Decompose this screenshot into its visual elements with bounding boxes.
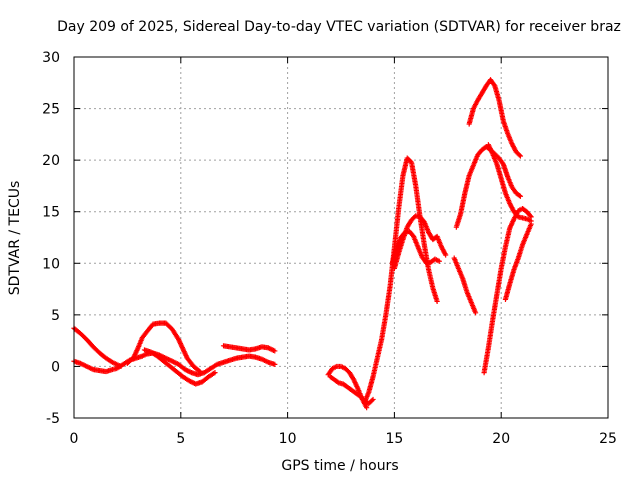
series-arc-c	[124, 320, 203, 375]
data-point	[335, 379, 341, 385]
data-point	[370, 396, 376, 403]
data-point	[517, 193, 524, 199]
y-tick-label: -5	[46, 411, 60, 427]
y-tick-label: 25	[42, 102, 60, 118]
data-point	[434, 298, 440, 305]
series-arc-o	[485, 142, 534, 224]
y-axis-label: SDTVAR / TECUs	[7, 181, 23, 296]
data-point	[516, 192, 522, 199]
data-point	[196, 368, 202, 374]
series-arc-e	[220, 343, 278, 354]
series-arc-p	[502, 221, 534, 302]
x-tick-label: 0	[70, 431, 79, 447]
y-tick-label: 20	[42, 153, 60, 169]
series-arc-j	[391, 213, 449, 272]
x-tick-label: 10	[279, 431, 297, 447]
series-arc-k	[453, 144, 524, 230]
data-point	[436, 258, 442, 264]
x-tick-label: 5	[176, 431, 185, 447]
y-tick-label: 5	[51, 308, 60, 324]
data-point	[197, 368, 203, 375]
data-point	[272, 361, 278, 367]
data-point	[517, 153, 524, 159]
series-arc-h	[361, 155, 440, 406]
y-tick-label: 15	[42, 205, 60, 221]
series-arc-n	[481, 206, 534, 376]
data-point	[472, 310, 479, 316]
y-tick-label: 30	[42, 50, 60, 66]
y-tick-label: 10	[42, 256, 60, 272]
data-point	[443, 252, 449, 258]
y-tick-label: 0	[51, 359, 60, 375]
data-point	[528, 221, 534, 227]
series-arc-a	[71, 350, 278, 378]
series-arc-d	[141, 347, 218, 387]
data-point	[364, 405, 370, 411]
x-axis-label: GPS time / hours	[281, 458, 398, 474]
x-tick-label: 25	[599, 431, 617, 447]
plot-frame	[73, 56, 609, 419]
data-point	[272, 348, 278, 354]
tick-layer: 0 5 10 15 20 25 -5 0 5 10 15 20 25 30	[42, 50, 617, 447]
x-tick-label: 15	[385, 431, 403, 447]
data-points-layer	[71, 77, 534, 411]
series-arc-i	[389, 228, 442, 266]
data-point	[212, 370, 218, 376]
series-arc-m	[466, 77, 524, 159]
chart-title: Day 209 of 2025, Sidereal Day-to-day VTE…	[57, 19, 621, 35]
data-point	[516, 152, 522, 158]
data-point	[369, 397, 375, 404]
x-tick-label: 20	[492, 431, 510, 447]
data-point	[527, 213, 533, 219]
series-arc-l	[451, 255, 479, 316]
data-point	[118, 363, 124, 370]
